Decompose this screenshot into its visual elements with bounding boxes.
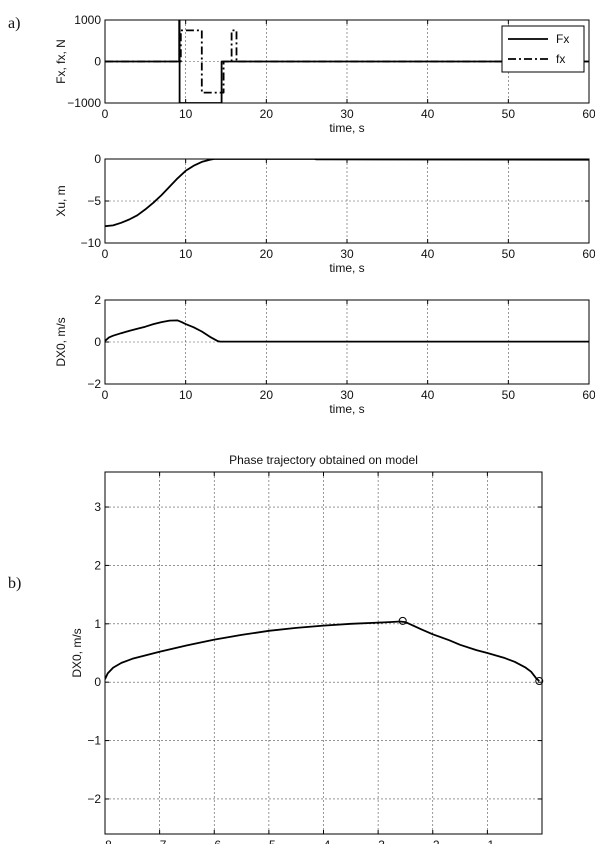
x-tick-label: 10	[179, 388, 193, 402]
x-tick-label: −8	[98, 838, 112, 844]
x-tick-label: 60	[582, 107, 595, 121]
x-tick-label: −6	[207, 838, 221, 844]
phase-trajectory-plot: −8−7−6−5−4−3−2−1−2−10123Xu, mDX0, m/sPha…	[70, 453, 544, 844]
y-axis-label: DX0, m/s	[54, 317, 68, 366]
y-tick-label: 0	[94, 335, 101, 349]
panel-label-b: b)	[8, 575, 21, 592]
y-tick-label: 3	[94, 500, 101, 514]
plot-title: Phase trajectory obtained on model	[229, 453, 418, 467]
x-tick-label: 40	[421, 107, 435, 121]
series-line-fx	[105, 29, 589, 94]
x-tick-label: 40	[421, 388, 435, 402]
x-tick-label: −5	[262, 838, 276, 844]
x-axis-label: time, s	[329, 261, 364, 275]
legend-label-fx: fx	[556, 52, 565, 66]
x-tick-label: −7	[153, 838, 167, 844]
x-tick-label: 20	[260, 388, 274, 402]
x-tick-label: 0	[102, 247, 109, 261]
x-tick-label: 10	[179, 247, 193, 261]
x-axis-label: time, s	[329, 121, 364, 135]
x-tick-label: 60	[582, 388, 595, 402]
x-tick-label: 10	[179, 107, 193, 121]
x-tick-label: 50	[502, 247, 516, 261]
y-tick-label: 2	[94, 558, 101, 572]
x-tick-label: 0	[102, 388, 109, 402]
trajectory-marker	[535, 677, 544, 686]
y-tick-label: 1	[94, 617, 101, 631]
x-tick-label: 20	[260, 107, 274, 121]
y-tick-label: −2	[87, 377, 101, 391]
series-line-fx	[105, 20, 589, 103]
x-tick-label: −3	[371, 838, 385, 844]
y-axis-label: DX0, m/s	[70, 628, 84, 677]
y-tick-label: 0	[94, 55, 101, 69]
y-tick-label: 0	[94, 675, 101, 689]
y-axis-label: Xu, m	[54, 185, 68, 216]
x-tick-label: 40	[421, 247, 435, 261]
series-line-0	[105, 319, 589, 343]
x-tick-label: −2	[426, 838, 440, 844]
y-tick-label: 1000	[74, 13, 101, 27]
trajectory-marker	[398, 616, 407, 625]
y-tick-label: 0	[94, 152, 101, 166]
y-tick-label: −10	[81, 236, 102, 250]
y-axis-label: Fx, fx, N	[54, 39, 68, 84]
x-tick-label: 0	[102, 107, 109, 121]
x-tick-label: 20	[260, 247, 274, 261]
y-tick-label: −2	[87, 792, 101, 806]
y-tick-label: 2	[94, 293, 101, 307]
panel-label-a: a)	[8, 15, 20, 32]
x-tick-label: 30	[340, 107, 354, 121]
position-time-plot: 0 10 20 30 40 50 60 −10 −5 0 time, s Xu, m	[54, 152, 595, 275]
y-tick-label: −1000	[67, 96, 101, 110]
x-tick-label: 60	[582, 247, 595, 261]
x-tick-label: 50	[502, 107, 516, 121]
series-line-0	[105, 620, 540, 682]
x-axis-label: time, s	[329, 402, 364, 416]
x-tick-label: −4	[317, 838, 331, 844]
y-tick-label: −1	[87, 734, 101, 748]
x-tick-label: −1	[481, 838, 495, 844]
y-tick-label: −5	[87, 194, 101, 208]
legend-box	[501, 25, 585, 73]
series-line-0	[105, 159, 589, 228]
x-tick-label: 30	[340, 388, 354, 402]
legend-label-fx: Fx	[556, 32, 569, 46]
x-tick-label: 50	[502, 388, 516, 402]
x-tick-label: 30	[340, 247, 354, 261]
